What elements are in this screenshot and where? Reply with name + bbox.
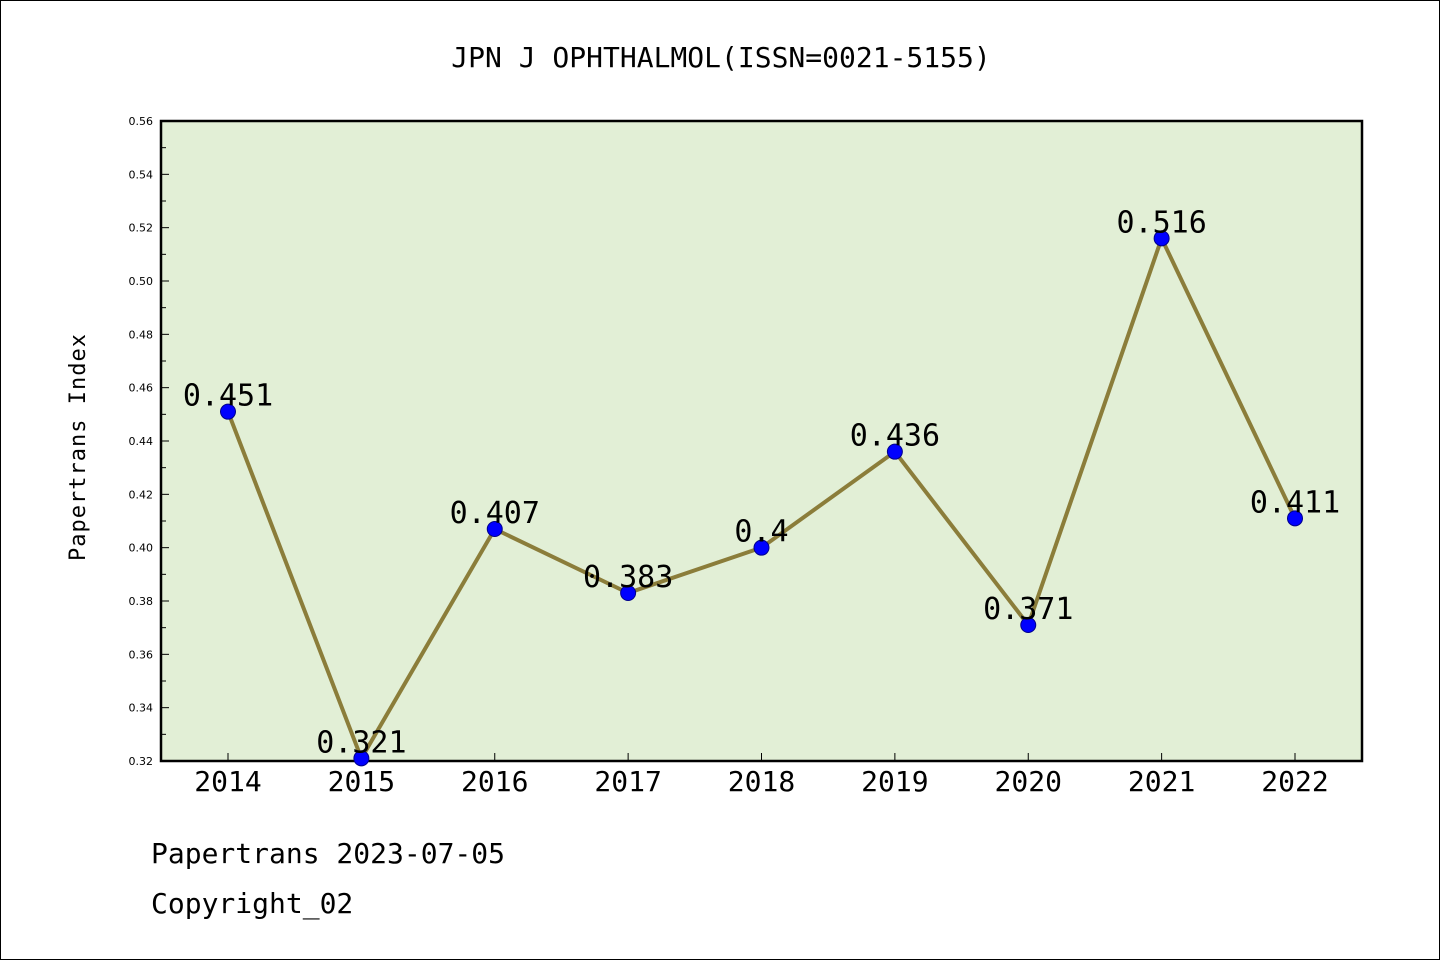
plot-area [159,119,1364,763]
y-tick-label: 0.54 [129,168,154,181]
x-axis: 2014 2015 2016 2017 2018 2019 2020 2021 2022 [194,753,1329,798]
chart-title: JPN J OPHTHALMOL(ISSN=0021-5155) [451,41,990,74]
x-tick-label: 2022 [1261,765,1328,798]
data-label: 0.436 [850,419,940,454]
y-axis-label: Papertrans Index [66,333,91,561]
x-tick-label: 2020 [995,765,1062,798]
footer-date: Papertrans 2023-07-05 [151,837,506,870]
y-tick-label: 0.38 [129,595,154,608]
y-tick-label: 0.52 [129,222,154,235]
y-tick-label: 0.40 [129,542,154,555]
data-label: 0.371 [983,592,1073,627]
data-point [1153,230,1170,247]
data-label: 0.411 [1250,485,1340,520]
y-tick-label: 0.50 [129,275,154,288]
series-layer: 0.451 0.321 0.407 0.383 0.4 0.436 0.371 0.516 0.… [183,205,1340,767]
data-label: 0.451 [183,379,273,414]
x-tick-label: 2015 [328,765,395,798]
x-tick-label: 2016 [461,765,528,798]
data-label: 0.4 [734,515,788,550]
data-label: 0.407 [450,496,540,531]
y-tick-label: 0.56 [129,115,154,128]
x-tick-label: 2018 [728,765,795,798]
data-point [753,539,770,556]
y-tick-label: 0.32 [129,755,154,768]
footer-copyright: Copyright_02 [151,887,354,920]
y-tick-label: 0.36 [129,648,154,661]
x-tick-label: 2019 [861,765,928,798]
data-point [486,521,503,537]
y-tick-label: 0.44 [129,435,154,448]
data-point [620,585,637,601]
data-point [1020,617,1037,633]
data-label: 0.383 [583,560,673,595]
data-point [220,403,236,420]
x-tick-label: 2021 [1128,765,1195,798]
data-point [886,443,903,460]
y-axis: 0.32 0.34 0.36 0.38 0.40 0.42 0.44 0.46 0.48 0.50… [129,115,169,768]
x-tick-label: 2014 [194,765,261,798]
y-tick-label: 0.34 [129,702,154,715]
y-tick-label: 0.48 [129,328,154,341]
y-tick-label: 0.42 [129,488,154,501]
x-tick-label: 2017 [594,765,661,798]
data-label: 0.321 [316,725,406,760]
data-point [1287,510,1303,527]
y-tick-label: 0.46 [129,382,154,395]
data-label: 0.516 [1116,205,1206,240]
data-point [353,750,370,767]
